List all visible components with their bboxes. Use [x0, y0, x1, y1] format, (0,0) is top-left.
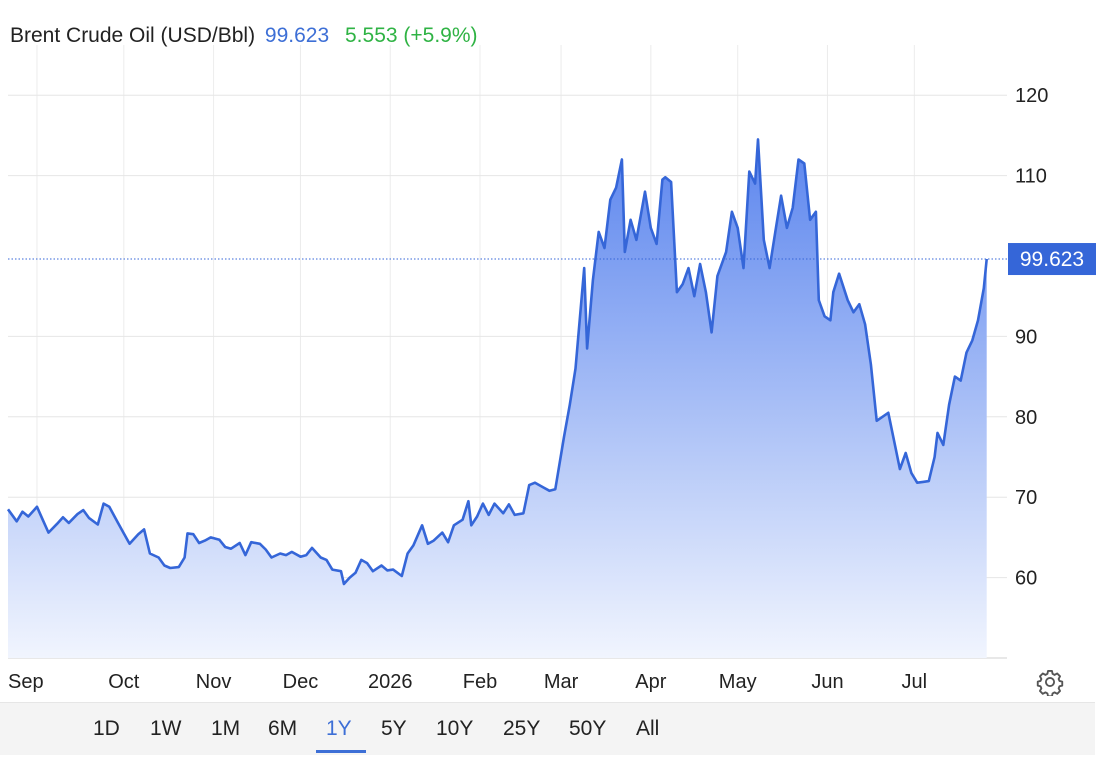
range-button-1w[interactable]: 1W: [150, 717, 182, 740]
range-button-25y[interactable]: 25Y: [503, 717, 541, 740]
y-tick-label: 60: [1015, 568, 1037, 590]
range-button-1d[interactable]: 1D: [93, 717, 120, 740]
last-price-badge: [1008, 243, 1096, 276]
price-change: 5.553 (+5.9%): [345, 24, 478, 47]
x-tick-label: May: [719, 671, 757, 693]
range-button-all[interactable]: All: [636, 717, 660, 740]
y-tick-label: 80: [1015, 407, 1037, 429]
x-tick-label: Feb: [463, 671, 497, 693]
last-price-label: 99.623: [1020, 248, 1084, 271]
range-button-50y[interactable]: 50Y: [569, 717, 607, 740]
range-button-10y[interactable]: 10Y: [436, 717, 474, 740]
gear-icon[interactable]: [1036, 668, 1064, 698]
chart-area[interactable]: 99.623 60 70 80 90 110 120 Sep Oct Nov Dec 2026 Feb M…: [0, 0, 1098, 700]
x-tick-label: Sep: [8, 671, 44, 693]
current-price: 99.623: [264, 24, 330, 47]
time-range-selector: 1D 1W 1M 6M 1Y 5Y 10Y 25Y 50Y All: [0, 702, 1095, 755]
instrument-name: Brent Crude Oil (USD/Bbl): [10, 24, 256, 47]
x-tick-label: Oct: [108, 671, 140, 693]
y-tick-label: 120: [1015, 85, 1048, 107]
y-tick-label: 90: [1015, 326, 1037, 348]
range-button-6m[interactable]: 6M: [268, 717, 298, 740]
chart-header: Brent Crude Oil (USD/Bbl) 99.623 5.553 (…: [10, 24, 478, 48]
x-tick-label: Mar: [544, 671, 579, 693]
range-button-1m[interactable]: 1M: [211, 717, 241, 740]
active-range-underline: [316, 750, 366, 753]
x-tick-label: 2026: [368, 671, 413, 693]
y-tick-label: 110: [1015, 166, 1047, 188]
x-tick-label: Apr: [635, 671, 666, 693]
price-area: [8, 139, 987, 658]
x-tick-label: Nov: [196, 671, 232, 693]
x-tick-label: Dec: [283, 671, 319, 693]
x-tick-label: Jun: [811, 671, 843, 693]
range-button-5y[interactable]: 5Y: [381, 717, 407, 740]
y-tick-label: 70: [1015, 487, 1037, 509]
range-button-1y[interactable]: 1Y: [326, 717, 352, 740]
price-chart[interactable]: 99.623 60 70 80 90 110 120 Sep Oct Nov Dec 2026 Feb M…: [0, 0, 1098, 700]
price-line: [6, 138, 988, 586]
x-tick-label: Jul: [902, 671, 928, 693]
